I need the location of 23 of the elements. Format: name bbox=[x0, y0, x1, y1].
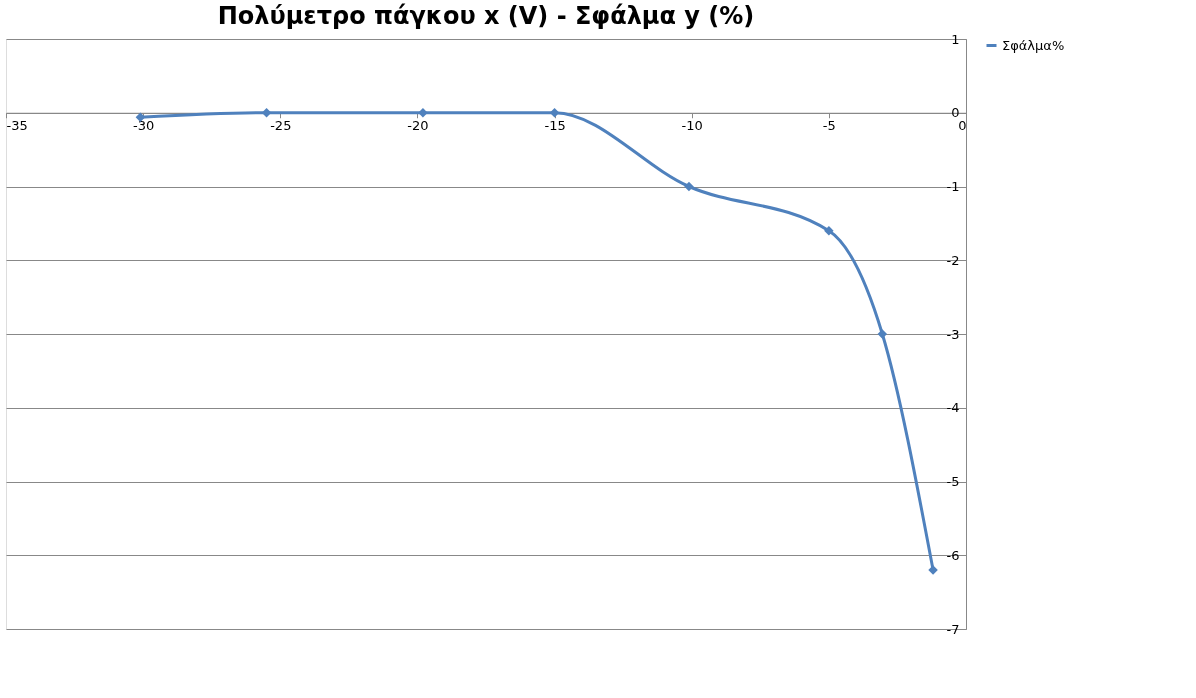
chart-title: Πολύμετρο πάγκου x (V) - Σφάλμα y (%) bbox=[217, 2, 755, 30]
point bbox=[135, 112, 146, 122]
y-tick-label: -1 bbox=[946, 179, 960, 194]
point bbox=[824, 226, 834, 236]
point bbox=[877, 329, 888, 339]
y-tick-label: -7 bbox=[946, 621, 960, 637]
x-tick-label: -10 bbox=[681, 118, 703, 134]
x-tick-label: -20 bbox=[407, 118, 429, 134]
y-tick-label: -4 bbox=[946, 400, 960, 416]
y-tick-label: 0 bbox=[951, 105, 960, 121]
x-tick-label: -30 bbox=[133, 118, 155, 134]
y-tick-label: -6 bbox=[946, 547, 960, 563]
x-tick-label: -35 bbox=[6, 118, 28, 134]
point bbox=[418, 108, 428, 118]
y-tick-label: 1 bbox=[951, 31, 960, 47]
x-tick-label: -5 bbox=[822, 118, 836, 134]
y-tick-label: -5 bbox=[946, 474, 960, 489]
legend-label: Σφάλμα% bbox=[1002, 37, 1065, 53]
x-tick-label: -15 bbox=[544, 118, 566, 134]
point bbox=[684, 181, 694, 192]
x-tick-label: -25 bbox=[270, 118, 292, 134]
y-tick-label: -3 bbox=[946, 326, 960, 342]
y-tick-label: -2 bbox=[946, 252, 960, 268]
